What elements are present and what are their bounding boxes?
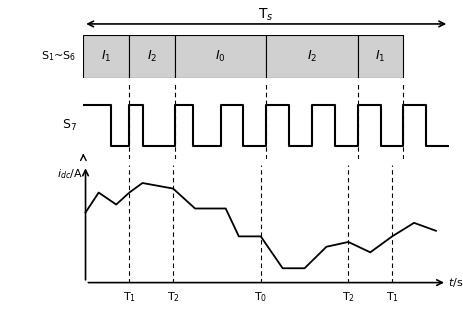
Text: T$_2$: T$_2$ [342, 290, 355, 304]
Text: I$_2$: I$_2$ [307, 49, 317, 64]
Text: T$_1$: T$_1$ [123, 290, 136, 304]
Bar [358, 35, 403, 78]
Text: T$_2$: T$_2$ [167, 290, 180, 304]
Text: T$_0$: T$_0$ [254, 290, 268, 304]
Text: T$_s$: T$_s$ [258, 6, 274, 23]
Text: I$_1$: I$_1$ [375, 49, 386, 64]
Text: $t$/s: $t$/s [448, 276, 463, 289]
Bar [266, 35, 358, 78]
Bar [129, 35, 175, 78]
Text: S$_7$: S$_7$ [62, 118, 76, 133]
Text: T$_1$: T$_1$ [386, 290, 399, 304]
Text: I$_1$: I$_1$ [101, 49, 112, 64]
Text: S$_1$~S$_6$: S$_1$~S$_6$ [41, 50, 76, 63]
Text: $i_{dc}$/A: $i_{dc}$/A [57, 167, 83, 181]
Bar [83, 35, 129, 78]
Text: I$_2$: I$_2$ [147, 49, 157, 64]
Bar [175, 35, 266, 78]
Text: I$_0$: I$_0$ [215, 49, 226, 64]
